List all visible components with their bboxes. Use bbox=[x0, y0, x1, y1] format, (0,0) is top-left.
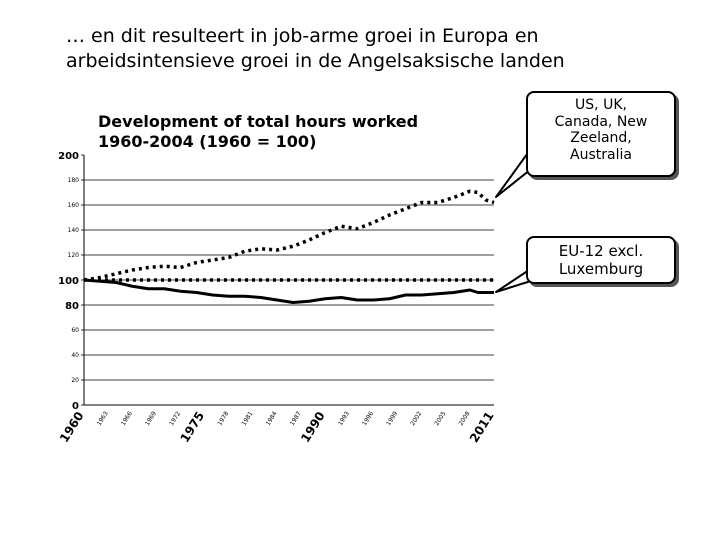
x-tick-label: 2008 bbox=[458, 410, 472, 427]
callout-us-line: Australia bbox=[570, 146, 632, 163]
callout-eu-line: Luxemburg bbox=[558, 260, 644, 278]
callout-us-line: Canada, New bbox=[554, 113, 648, 130]
callout-us-line: Zeeland, bbox=[570, 130, 632, 146]
callout-eu-line: EU-12 excl. bbox=[558, 242, 644, 260]
x-tick-label: 1993 bbox=[337, 410, 351, 427]
y-tick-label: 100 bbox=[58, 276, 79, 287]
y-tick-label: 120 bbox=[68, 252, 80, 259]
y-tick-label: 20 bbox=[71, 377, 79, 384]
chart-title: Development of total hours worked 1960-2… bbox=[98, 112, 438, 152]
callout-anglo-saxon: US, UK, Canada, New Zeeland, Australia bbox=[526, 91, 676, 177]
x-tick-label: 1996 bbox=[361, 410, 375, 427]
x-tick-label: 2002 bbox=[409, 410, 423, 427]
x-tick-label: 1966 bbox=[120, 410, 134, 427]
y-tick-label: 40 bbox=[71, 352, 79, 359]
y-tick-label: 140 bbox=[68, 227, 80, 234]
y-tick-label: 160 bbox=[68, 202, 80, 209]
x-tick-label: 1972 bbox=[168, 410, 182, 427]
x-tick-label: 1960 bbox=[57, 409, 87, 445]
callout-eu12: EU-12 excl. Luxemburg bbox=[526, 236, 676, 284]
y-tick-label: 180 bbox=[68, 177, 80, 184]
slide-title-line-1: … en dit resulteert in job-arme groei in… bbox=[66, 25, 539, 47]
x-tick-label: 1981 bbox=[240, 410, 254, 427]
x-tick-label: 1978 bbox=[216, 410, 230, 427]
x-tick-label: 1999 bbox=[385, 410, 399, 427]
y-tick-label: 200 bbox=[58, 151, 79, 162]
y-tick-label: 0 bbox=[72, 401, 79, 412]
series-line-dotted bbox=[83, 189, 495, 282]
y-tick-label: 80 bbox=[65, 301, 79, 312]
x-tick-label: 1975 bbox=[178, 409, 208, 445]
x-tick-label: 1990 bbox=[298, 409, 328, 445]
x-tick-label: 2005 bbox=[433, 410, 447, 427]
x-tick-label: 1963 bbox=[96, 410, 110, 427]
x-tick-label: 1984 bbox=[265, 410, 279, 427]
callout-us-line: US, UK, bbox=[575, 97, 627, 113]
slide-title: … en dit resulteert in job-arme groei in… bbox=[66, 24, 686, 74]
x-tick-label: 2011 bbox=[467, 409, 497, 445]
series-line-solid bbox=[83, 278, 494, 304]
x-tick-label: 1987 bbox=[289, 410, 303, 427]
x-tick-label: 1969 bbox=[144, 410, 158, 427]
y-tick-label: 60 bbox=[71, 327, 79, 334]
chart-title-line-1: Development of total hours worked bbox=[98, 112, 419, 131]
chart-title-line-2: 1960-2004 (1960 = 100) bbox=[98, 132, 317, 151]
slide-title-line-2: arbeidsintensieve groei in de Angelsaksi… bbox=[66, 50, 565, 72]
